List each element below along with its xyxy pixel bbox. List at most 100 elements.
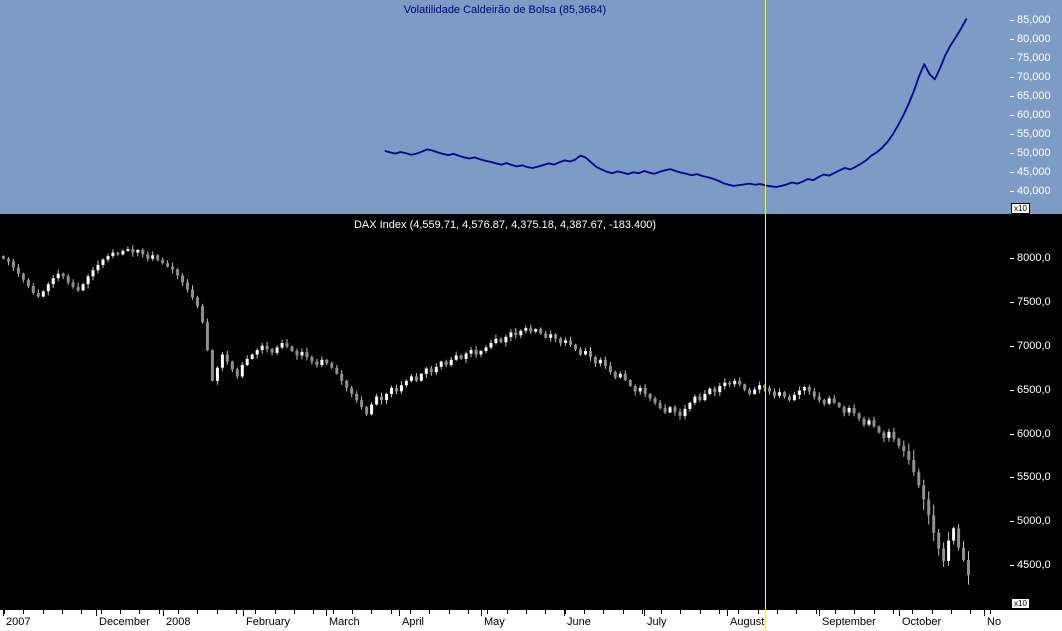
candle-down — [380, 396, 383, 401]
date-axis-tick — [96, 610, 97, 616]
y-axis-tick — [1010, 96, 1014, 98]
candle-down — [325, 359, 329, 364]
candle-up — [404, 380, 408, 386]
date-axis-minor-tick — [622, 610, 624, 614]
y-axis-label: 6500,0 — [1017, 383, 1051, 396]
candle-down — [459, 355, 463, 359]
date-axis-tick — [243, 610, 244, 616]
date-axis-minor-tick — [255, 610, 257, 614]
candle-up — [469, 350, 473, 354]
y-axis-label: 60,000 — [1017, 109, 1051, 122]
candle-down — [544, 333, 548, 338]
y-axis-tick — [1010, 39, 1014, 41]
candle-down — [897, 438, 901, 446]
candle-down — [414, 376, 418, 381]
candle-up — [255, 350, 259, 355]
candle-up — [449, 359, 453, 366]
candle-down — [633, 386, 637, 392]
date-axis-minor-tick — [661, 610, 663, 614]
candle-down — [186, 282, 189, 290]
candle-down — [763, 385, 767, 388]
date-axis-label: December — [99, 616, 150, 628]
candle-down — [156, 255, 160, 260]
date-axis-minor-tick — [158, 610, 160, 614]
date-axis-minor-tick — [699, 610, 701, 614]
date-axis-minor-tick — [796, 610, 798, 614]
candle-down — [76, 286, 80, 291]
y-axis-label: 4500,0 — [1017, 559, 1051, 572]
y-axis-label: 7500,0 — [1017, 295, 1051, 308]
candle-down — [360, 400, 364, 408]
candle-up — [136, 250, 140, 253]
candle-down — [335, 367, 339, 374]
candle-up — [947, 540, 951, 561]
candle-down — [589, 351, 592, 358]
candle-down — [191, 289, 194, 298]
candle-down — [474, 350, 478, 355]
date-axis-label: No — [987, 616, 1002, 628]
candle-down — [768, 387, 771, 392]
candle-down — [31, 286, 35, 293]
candle-down — [937, 532, 941, 549]
candle-down — [429, 368, 433, 372]
candle-up — [220, 354, 224, 368]
date-axis-minor-tick — [583, 610, 585, 614]
candle-down — [36, 293, 40, 297]
date-axis-minor-tick — [738, 610, 740, 614]
candle-up — [46, 284, 50, 292]
candle-down — [663, 408, 667, 413]
candle-up — [454, 355, 458, 360]
candle-up — [758, 385, 762, 390]
candle-up — [519, 330, 523, 336]
date-axis-minor-tick — [351, 610, 353, 614]
date-axis-minor-tick — [564, 610, 566, 614]
candle-down — [205, 322, 209, 351]
y-axis-tick — [1010, 20, 1014, 22]
candle-down — [882, 432, 886, 438]
date-axis-tick — [984, 610, 985, 616]
candle-up — [151, 255, 155, 259]
candle-down — [499, 338, 503, 343]
date-axis-minor-tick — [777, 610, 779, 614]
dax-chart[interactable] — [0, 214, 1010, 610]
volatility-chart[interactable] — [0, 0, 1010, 214]
y-axis-tick — [1010, 389, 1014, 391]
candle-up — [41, 291, 45, 297]
candle-down — [608, 365, 612, 372]
volatility-y-axis: 85,000 80,000 75,000 70,000 65,000 60,000 55,0… — [1010, 0, 1062, 214]
candle-up — [464, 353, 468, 359]
y-axis-tick — [1010, 257, 1014, 259]
candle-up — [81, 284, 85, 291]
date-axis-minor-tick — [487, 610, 489, 614]
candle-down — [862, 418, 866, 425]
date-axis-minor-tick — [680, 610, 682, 614]
candle-up — [802, 387, 806, 391]
candle-down — [131, 249, 135, 253]
date-axis-tick — [819, 610, 820, 616]
date-axis-label: April — [402, 616, 425, 628]
volatility-panel: Volatilidade Caldeirão de Bolsa (85,3684… — [0, 0, 1062, 214]
candle-down — [26, 279, 30, 286]
candle-up — [484, 347, 488, 351]
volatility-line — [384, 18, 968, 188]
candle-down — [176, 269, 180, 276]
candle-up — [718, 386, 722, 393]
candle-down — [235, 369, 239, 377]
date-axis-label: May — [484, 616, 505, 628]
date-axis-tick — [3, 610, 4, 616]
candle-up — [489, 343, 493, 348]
candle-down — [201, 306, 204, 322]
candle-up — [399, 385, 403, 392]
date-axis-label: October — [902, 616, 942, 628]
candle-down — [673, 407, 677, 412]
candle-up — [434, 366, 438, 373]
candle-down — [783, 392, 786, 397]
candle-up — [509, 332, 513, 337]
date-axis-minor-tick — [506, 610, 508, 614]
date-axis-minor-tick — [854, 610, 856, 614]
candle-down — [698, 396, 702, 401]
candle-down — [623, 373, 627, 380]
candle-down — [270, 349, 274, 353]
date-axis-minor-tick — [293, 610, 295, 614]
